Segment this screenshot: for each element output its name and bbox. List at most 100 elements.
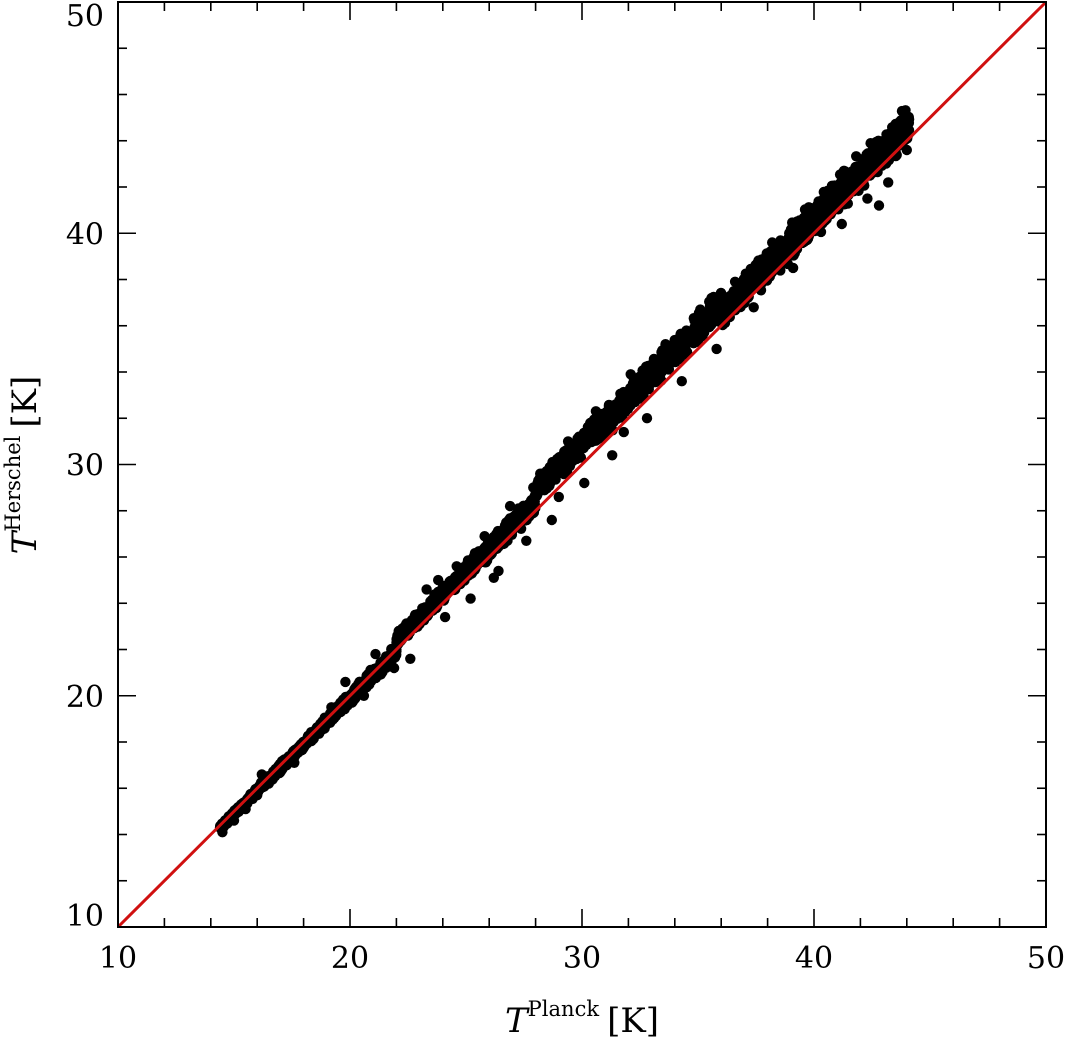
- data-point: [808, 214, 820, 225]
- data-point: [692, 320, 704, 331]
- y-tick-label: 30: [66, 449, 104, 484]
- data-point: [787, 262, 799, 274]
- data-point: [562, 436, 574, 447]
- data-point: [370, 648, 381, 660]
- data-point: [358, 690, 370, 701]
- data-point: [618, 426, 629, 438]
- data-point: [855, 172, 866, 183]
- data-point: [535, 468, 546, 479]
- x-tick-label: 10: [99, 941, 137, 976]
- data-point: [749, 276, 760, 287]
- y-axis-title-unit: [K]: [5, 376, 45, 428]
- y-tick-label: 40: [66, 217, 104, 252]
- data-point: [767, 237, 778, 248]
- data-point: [414, 618, 425, 630]
- data-point: [851, 151, 862, 162]
- data-point: [625, 369, 636, 380]
- data-point: [669, 343, 680, 355]
- data-point: [843, 181, 854, 193]
- data-point: [706, 292, 717, 304]
- reference-line-layer: [116, 0, 1048, 929]
- data-point: [479, 531, 490, 542]
- data-point: [588, 429, 599, 440]
- data-point: [648, 377, 659, 388]
- data-point: [813, 198, 824, 209]
- data-point: [451, 561, 462, 572]
- data-point: [658, 355, 669, 366]
- data-point: [748, 302, 759, 313]
- data-point: [862, 193, 873, 204]
- x-tick-label: 40: [795, 941, 833, 976]
- data-point: [518, 503, 530, 514]
- tick-labels-layer: 10 20 30 40 50 10 20 30 40 50: [66, 0, 1065, 976]
- data-point: [832, 180, 843, 191]
- data-point: [836, 218, 847, 230]
- data-point: [405, 653, 416, 664]
- data-point: [495, 528, 506, 540]
- data-point: [412, 609, 423, 620]
- data-point: [797, 225, 808, 237]
- data-point: [344, 692, 356, 704]
- data-point: [623, 389, 634, 401]
- data-point: [634, 378, 646, 389]
- data-point: [727, 288, 738, 299]
- data-point: [340, 676, 351, 688]
- data-point: [611, 403, 622, 415]
- y-axis-title: THerschel [K]: [1, 376, 45, 555]
- data-point: [393, 625, 404, 637]
- x-axis-title-sup: Planck: [528, 997, 600, 1021]
- data-point: [774, 244, 785, 255]
- data-point: [401, 621, 413, 633]
- data-point: [590, 406, 602, 417]
- data-point: [553, 491, 564, 503]
- data-point: [544, 463, 555, 474]
- data-point: [356, 681, 367, 692]
- data-point: [704, 311, 715, 322]
- data-point: [711, 343, 722, 355]
- data-point: [219, 818, 230, 829]
- data-point: [832, 193, 843, 204]
- data-point: [660, 339, 671, 350]
- y-axis-title-main: T: [5, 529, 45, 554]
- data-point: [630, 390, 642, 401]
- data-point: [388, 662, 400, 674]
- data-point: [465, 593, 476, 604]
- data-point: [716, 297, 727, 308]
- data-point: [695, 304, 706, 315]
- data-point: [607, 450, 618, 461]
- data-point: [507, 517, 518, 528]
- data-point: [521, 535, 532, 546]
- data-point: [883, 177, 894, 188]
- data-point: [433, 574, 444, 586]
- data-point: [488, 572, 499, 583]
- data-point: [565, 454, 576, 466]
- data-point: [321, 716, 332, 727]
- data-point: [800, 212, 811, 223]
- x-axis-title-main: T: [505, 1001, 530, 1037]
- data-point: [542, 477, 553, 489]
- data-point: [681, 332, 692, 343]
- data-point: [310, 727, 321, 738]
- data-point: [873, 200, 885, 211]
- data-point: [546, 514, 557, 526]
- data-point: [676, 376, 687, 387]
- x-tick-label: 50: [1027, 941, 1065, 976]
- x-axis-title-unit: [K]: [607, 1001, 659, 1037]
- data-point: [484, 542, 495, 553]
- data-point: [866, 161, 878, 172]
- reference-line-1to1: [116, 0, 1048, 929]
- data-point: [421, 584, 432, 595]
- data-point: [762, 255, 773, 267]
- data-point: [739, 276, 750, 287]
- data-point: [289, 757, 300, 768]
- data-point: [439, 611, 451, 623]
- data-point: [228, 815, 240, 826]
- data-point: [729, 276, 741, 287]
- data-point: [896, 105, 908, 117]
- data-point: [885, 128, 897, 139]
- data-point: [750, 265, 762, 276]
- data-point: [766, 267, 778, 278]
- x-axis-title: TPlanck [K]: [505, 997, 659, 1037]
